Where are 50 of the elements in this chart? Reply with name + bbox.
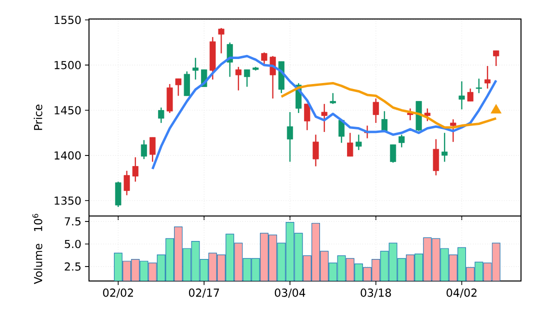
x-tick-label: 03/04 (274, 288, 306, 298)
x-tick-label: 03/18 (360, 288, 391, 298)
candlestick (124, 170, 130, 196)
y-tick-label: 1450 (54, 106, 81, 114)
candlestick (442, 132, 448, 162)
candlestick (312, 134, 319, 167)
candlestick (372, 98, 379, 124)
y-tick-label: 1550 (54, 16, 81, 24)
candlestick (175, 78, 182, 96)
y-axis-title: Volume (34, 244, 42, 284)
y-tick-label: 5.0 (64, 240, 81, 248)
candlestick (484, 65, 491, 90)
y-tick-label: 2.5 (64, 262, 81, 271)
candlestick (140, 139, 148, 160)
candlestick (261, 52, 268, 67)
line-series (280, 82, 498, 129)
candlestick (150, 136, 156, 162)
x-tick-label: 02/02 (103, 288, 133, 298)
candlestick (158, 106, 164, 124)
candlestick (218, 27, 224, 54)
candlestick (356, 134, 362, 151)
y-tick-label: 1500 (54, 60, 81, 70)
candlestick (476, 78, 482, 94)
y-tick-label: 1350 (54, 196, 81, 205)
candlestick (184, 70, 190, 96)
candlestick (450, 118, 456, 142)
x-tick-label: 02/17 (188, 288, 219, 298)
candlestick (347, 132, 354, 157)
y-tick-label: 7.5 (64, 217, 81, 226)
candlestick (115, 181, 122, 208)
candlestick (458, 80, 465, 110)
candlestick (432, 138, 440, 176)
candlestick (132, 156, 138, 182)
x-tick-label: 04/02 (446, 288, 476, 298)
candlestick (330, 92, 336, 105)
candlestick (398, 134, 405, 148)
candlestick (493, 50, 500, 67)
y-axis-title: Price (34, 104, 42, 130)
text: 10$^{6}$ (32, 214, 42, 232)
candlestick (390, 144, 396, 164)
candlestick (166, 83, 173, 114)
candlestick (235, 66, 242, 91)
candlestick (321, 103, 328, 133)
candlestick (424, 108, 430, 122)
y-tick-label: 1400 (54, 151, 81, 160)
candlestick (286, 111, 294, 162)
candlestick (192, 57, 199, 80)
candlestick (304, 103, 310, 131)
candlestick (244, 69, 250, 88)
candlestick (467, 88, 474, 102)
